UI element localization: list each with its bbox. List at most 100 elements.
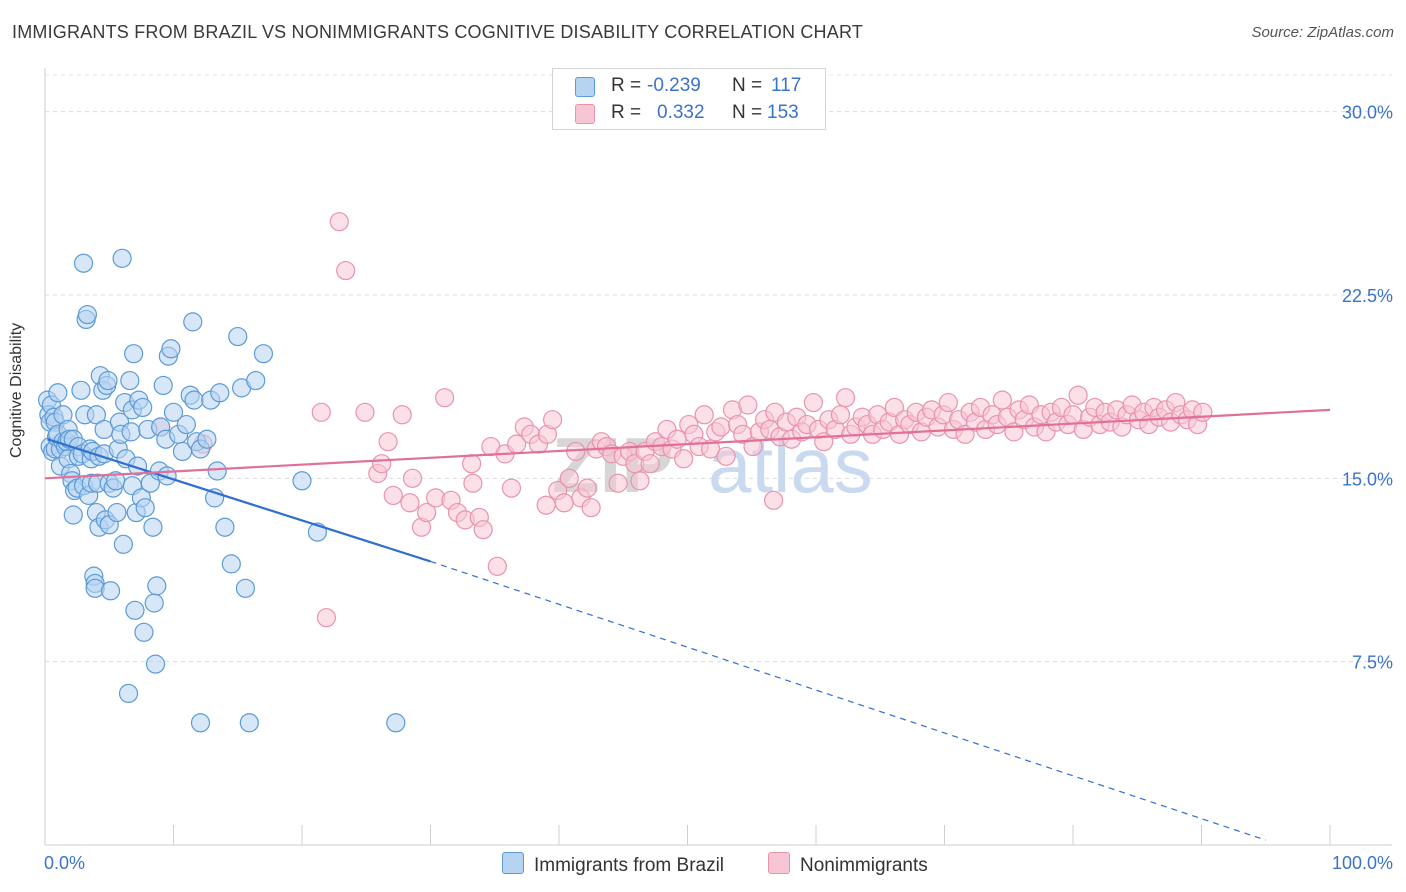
nonimmigrants-point (554, 493, 574, 513)
brazil-point (98, 370, 118, 391)
brazil-points (37, 248, 406, 733)
nonimmigrants-point (738, 395, 758, 415)
nonimmigrants-point (542, 410, 563, 430)
brazil-point (124, 344, 144, 364)
brazil-point (153, 375, 173, 396)
brazil-point (144, 593, 164, 613)
n-value: 153 (767, 102, 799, 123)
r-value: -0.239 (647, 75, 701, 96)
nonimmigrants-point (435, 388, 455, 408)
tick-labels: 7.5% 15.0% 22.5% 30.0% 0.0% 100.0% (44, 103, 1393, 873)
chart-title: IMMIGRANTS FROM BRAZIL VS NONIMMIGRANTS … (12, 22, 864, 42)
nonimmigrants-point (608, 473, 628, 493)
nonimmigrants-point (674, 449, 694, 469)
y-tick-label: 7.5% (1352, 653, 1393, 673)
nonimmigrants-point (1193, 402, 1213, 422)
nonimmigrants-point (329, 212, 349, 232)
brazil-point (125, 600, 145, 620)
y-tick-label: 22.5% (1342, 286, 1393, 306)
nonimmigrants-point (392, 405, 412, 425)
brazil-point (215, 517, 235, 537)
brazil-point (386, 713, 406, 733)
brazil-point (207, 461, 227, 481)
brazil-point (210, 383, 230, 403)
nonimmigrants-points (151, 212, 1213, 628)
nonimmigrants-point (640, 454, 660, 474)
brazil-point (71, 380, 91, 400)
brazil-point (100, 581, 121, 601)
brazil-point (183, 312, 203, 332)
nonimmigrants-point (884, 397, 904, 418)
brazil-point (190, 713, 211, 733)
nonimmigrants-point (316, 608, 337, 628)
r-label: R = (611, 75, 642, 96)
nonimmigrants-point (383, 485, 403, 506)
nonimmigrants-point (473, 520, 493, 540)
brazil-point (176, 414, 196, 435)
trend-lines (44, 408, 1331, 841)
nonimmigrants-point (311, 402, 331, 422)
brazil-point (184, 390, 204, 410)
brazil-point (73, 253, 94, 273)
brazil-point (77, 304, 98, 325)
nonimmigrants-point (577, 478, 597, 498)
nonimmigrants-point (536, 495, 556, 515)
y-tick-label: 30.0% (1342, 103, 1393, 123)
nonimmigrants-point (630, 471, 650, 491)
brazil-legend-swatch (502, 852, 524, 874)
brazil-point (246, 370, 266, 391)
nonimmigrants-point (1068, 385, 1088, 405)
nonimmigrants-point (763, 490, 784, 510)
nonimmigrants-point (355, 402, 375, 422)
n-label: N = (732, 102, 763, 123)
nonimmigrants-point (417, 502, 437, 523)
brazil-point (118, 683, 139, 704)
nonimmigrants-point (402, 468, 423, 488)
nonimmigrants-point (711, 417, 731, 437)
nonimmigrants-point (716, 446, 736, 466)
nonimmigrants-point (701, 439, 721, 459)
legend-label: Immigrants from Brazil (534, 855, 725, 876)
brazil-point (133, 397, 153, 418)
nonimmigrants-point (336, 260, 356, 281)
brazil-point (48, 383, 68, 403)
nonimmigrants-point (501, 478, 522, 498)
brazil-point (113, 534, 133, 554)
brazil-point (147, 576, 167, 596)
nonimmigrants-point (487, 556, 507, 576)
r-label: R = (611, 102, 642, 123)
brazil-point (292, 471, 312, 491)
nonimmigrants-point (372, 454, 392, 474)
brazil-point (228, 326, 248, 347)
stats-legend: R = -0.239 N = 117 R = 0.332 N = 153 (552, 68, 826, 130)
brazil-point (134, 622, 154, 642)
y-axis-label: Cognitive Disability (8, 322, 25, 458)
brazil-point (135, 498, 155, 518)
legend-item-brazil[interactable]: Immigrants from Brazil (502, 852, 724, 877)
nonimmigrants-point (992, 390, 1012, 410)
source-credit: Source: ZipAtlas.com (1251, 24, 1394, 41)
nonimmigrants-point (400, 493, 420, 513)
r-value: 0.332 (657, 102, 705, 123)
brazil-point (253, 344, 274, 364)
grid-lines (45, 74, 1392, 663)
n-label: N = (732, 75, 763, 96)
brazil-point (121, 422, 141, 442)
nonimmigrants-point (830, 405, 851, 425)
n-value: 117 (771, 75, 802, 96)
nonimmigrants-point (835, 388, 856, 408)
brazil-point (120, 370, 140, 391)
x-tick-label-left: 0.0% (44, 853, 85, 873)
brazil-point (221, 554, 241, 574)
brazil-point (239, 713, 259, 733)
brazil-point (112, 248, 132, 268)
brazil-point (143, 517, 163, 537)
legend-item-nonimmigrants[interactable]: Nonimmigrants (768, 852, 928, 877)
brazil-point (145, 654, 166, 674)
nonimmigrants-swatch (575, 104, 595, 124)
legend-label: Nonimmigrants (800, 855, 928, 876)
brazil-trend-extension (430, 560, 1266, 841)
nonimmigrants-point (559, 468, 579, 488)
nonimmigrants-point (803, 392, 824, 413)
